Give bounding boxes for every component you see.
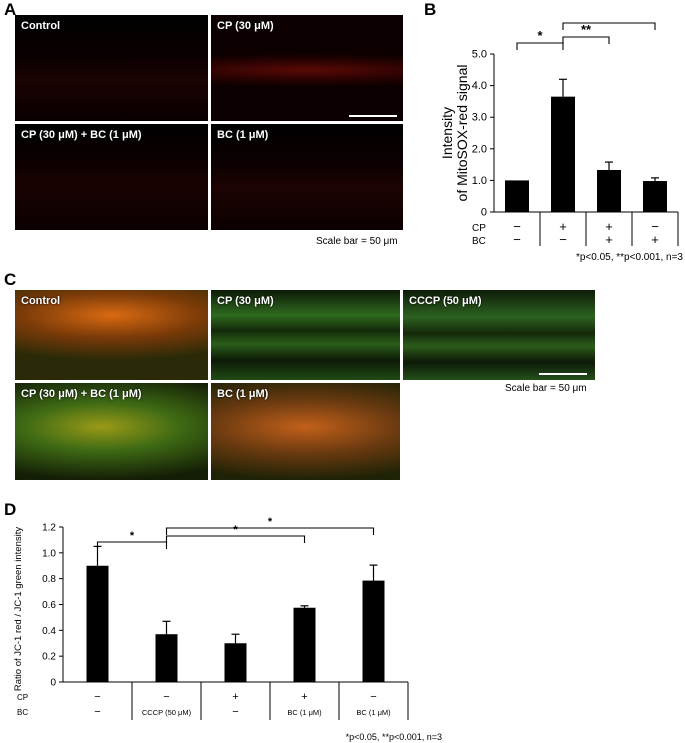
bar (362, 580, 385, 682)
y-tick-label: 3.0 (472, 112, 487, 124)
y-tick-label: 1.0 (42, 548, 56, 559)
chart-footnote: *p<0.05, **p<0.001, n=3 (576, 252, 683, 263)
row-label-cp: CP (472, 223, 486, 234)
significance-bracket (96, 541, 168, 549)
significance-marker: * (233, 524, 238, 536)
micrograph-title: CP (30 μM) + BC (1 μM) (21, 129, 142, 141)
micrograph-c-cccp: CCCP (50 μM) (403, 290, 595, 380)
bar (293, 607, 316, 682)
row-bc-value: − (232, 706, 238, 718)
row-cp-value: + (559, 219, 567, 234)
micrograph-title: BC (1 μM) (217, 388, 269, 400)
y-axis-label: Ratio of JC-1 red / JC-1 green intensity (13, 527, 24, 691)
micrograph-a-control: Control (15, 15, 208, 121)
y-tick-label: 1.2 (42, 523, 56, 534)
y-tick-label: 0.6 (42, 600, 56, 611)
chart-b: 01.02.03.04.05.0CPBC−−+−++−+******p<0.05… (439, 20, 683, 263)
row-label-bc: BC (472, 236, 486, 247)
bar (643, 181, 667, 212)
scale-bar-line (539, 373, 587, 375)
y-tick-label: 1.0 (472, 175, 487, 187)
row-cp-value: + (605, 219, 613, 234)
micrograph-title: CCCP (50 μM) (409, 295, 482, 307)
bar (505, 180, 529, 212)
row-cp-value: − (651, 219, 659, 234)
scale-bar-line (349, 115, 397, 117)
significance-bracket (165, 535, 306, 543)
micrograph-c-control: Control (15, 290, 208, 380)
micrograph-a-cp: CP (30 μM) (211, 15, 403, 121)
row-label-bc: BC (17, 708, 28, 717)
significance-marker: ** (604, 20, 615, 23)
significance-bracket (562, 22, 656, 30)
significance-bracket (562, 36, 610, 44)
significance-marker: * (130, 530, 135, 542)
panel-label-c: C (4, 270, 17, 289)
row-bc-value: BC (1 μM) (287, 708, 322, 717)
micrograph-title: CP (30 μM) + BC (1 μM) (21, 388, 142, 400)
y-tick-label: 0.8 (42, 574, 56, 585)
panel-label-b: B (424, 0, 437, 19)
row-cp-value: + (301, 691, 307, 703)
significance-marker: ** (581, 22, 592, 37)
row-bc-value: − (559, 232, 567, 247)
bar (155, 634, 178, 682)
y-tick-label: 0.4 (42, 626, 56, 637)
micrograph-a-bc: BC (1 μM) (211, 124, 403, 230)
significance-marker: * (537, 28, 543, 43)
micrograph-c-cp: CP (30 μM) (211, 290, 400, 380)
micrograph-title: CP (30 μM) (217, 20, 274, 32)
micrograph-title: CP (30 μM) (217, 295, 274, 307)
micrograph-title: BC (1 μM) (217, 129, 269, 141)
y-axis-label: Intensity (439, 107, 455, 159)
row-cp-value: − (370, 691, 376, 703)
micrograph-c-cp-bc: CP (30 μM) + BC (1 μM) (15, 383, 208, 480)
bar (551, 96, 575, 212)
y-tick-label: 0 (50, 678, 56, 689)
micrograph-title: Control (21, 20, 61, 32)
chart-footnote: *p<0.05, **p<0.001, n=3 (346, 732, 442, 742)
y-tick-label: 4.0 (472, 80, 487, 92)
row-cp-value: − (163, 691, 169, 703)
row-cp-value: + (232, 691, 238, 703)
bar (597, 169, 621, 212)
significance-marker: * (268, 516, 273, 528)
y-tick-label: 0 (481, 207, 487, 219)
bar (86, 565, 109, 682)
row-bc-value: + (651, 232, 659, 247)
y-axis-label: of MitoSOX-red signal (454, 65, 470, 202)
scale-bar-caption-a: Scale bar = 50 μm (316, 236, 398, 247)
row-bc-value: CCCP (50 μM) (142, 708, 192, 717)
significance-bracket (516, 42, 564, 50)
chart-d: 0 0.2 0.4 0.6 0.8 1.0 1.2 CP BC − − − CCCP (50 μM) + −… (13, 516, 442, 742)
row-bc-value: + (605, 232, 613, 247)
y-tick-label: 5.0 (472, 49, 487, 61)
micrograph-a-cp-bc: CP (30 μM) + BC (1 μM) (15, 124, 208, 230)
row-label-cp: CP (17, 693, 28, 702)
y-tick-label: 2.0 (472, 143, 487, 155)
y-tick-label: 0.2 (42, 652, 56, 663)
scale-bar-caption-c: Scale bar = 50 μm (505, 383, 587, 394)
row-bc-value: BC (1 μM) (356, 708, 391, 717)
panel-label-d: D (4, 500, 17, 519)
row-bc-value: − (94, 706, 100, 718)
row-cp-value: − (513, 219, 521, 234)
micrograph-title: Control (21, 295, 61, 307)
panel-label-a: A (4, 0, 17, 19)
row-bc-value: − (513, 232, 521, 247)
bar (224, 643, 247, 682)
row-cp-value: − (94, 691, 100, 703)
significance-bracket (165, 527, 375, 535)
micrograph-c-bc: BC (1 μM) (211, 383, 400, 480)
